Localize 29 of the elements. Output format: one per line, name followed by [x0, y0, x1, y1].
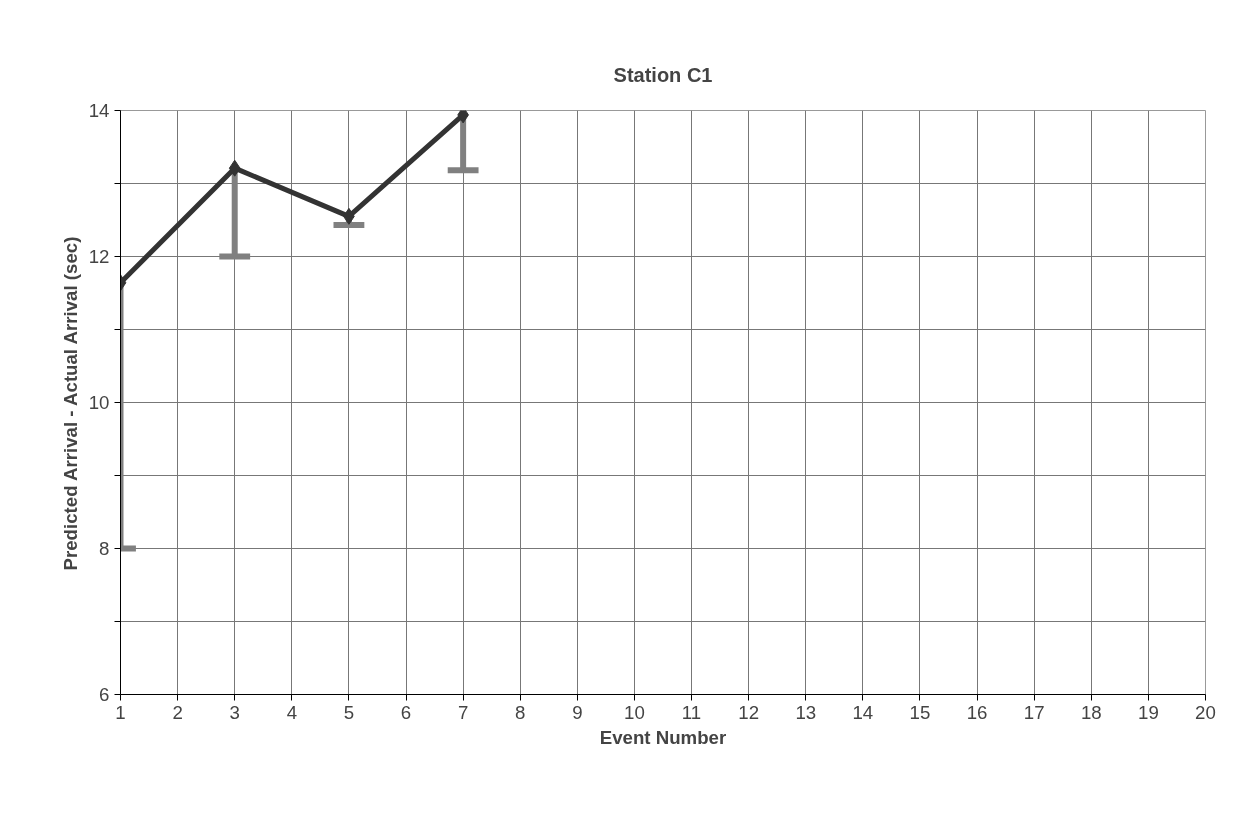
x-axis-title: Event Number — [599, 726, 727, 748]
chart-title: Station C1 — [613, 63, 713, 86]
x-tick-label: 19 — [1138, 701, 1159, 723]
y-tick-label: 10 — [88, 392, 110, 413]
y-axis-title: Predicted Arrival - Actual Arrival (sec) — [59, 236, 81, 571]
point — [228, 159, 241, 177]
x-tick-label: 20 — [1195, 701, 1216, 723]
x-tick-label: 13 — [795, 701, 817, 723]
x-tick-label: 16 — [966, 701, 988, 723]
x-tick-label: 17 — [1023, 701, 1045, 723]
x-tick-label: 8 — [515, 701, 526, 723]
y-tick-label: 14 — [88, 100, 110, 121]
y-tick-label: 12 — [88, 246, 110, 267]
y-tick-label: 6 — [99, 684, 110, 705]
x-tick-label: 14 — [852, 701, 874, 723]
x-tick-label: 2 — [172, 701, 183, 723]
x-tick-label: 15 — [909, 701, 931, 723]
x-tick-label: 3 — [229, 701, 240, 723]
x-tick-label: 5 — [343, 701, 355, 723]
x-tick-label: 4 — [286, 701, 298, 723]
x-tick-label: 11 — [681, 701, 702, 723]
x-tick-label: 12 — [738, 701, 760, 723]
x-tick-label: 10 — [624, 701, 645, 723]
x-tick-label: 7 — [457, 701, 469, 723]
x-tick-label: 1 — [115, 701, 126, 723]
x-tick-label: 6 — [400, 701, 412, 723]
y-tick-label: 8 — [99, 538, 110, 559]
x-tick-label: 9 — [572, 701, 583, 723]
x-tick-label: 18 — [1080, 701, 1102, 723]
